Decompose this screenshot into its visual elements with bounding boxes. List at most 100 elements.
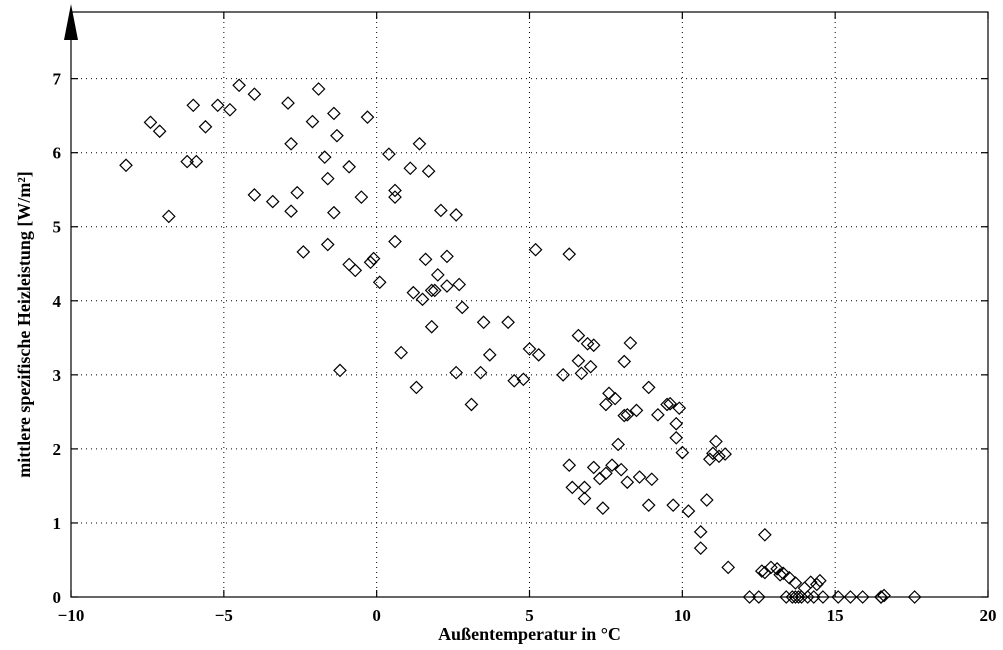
data-point: [608, 391, 622, 406]
y-axis-arrow-icon: [64, 4, 78, 40]
data-point: [317, 150, 332, 164]
data-point: [348, 263, 363, 278]
data-point: [751, 590, 766, 604]
data-point: [754, 564, 769, 578]
data-point: [693, 541, 708, 555]
x-tick-label: 0: [372, 606, 381, 625]
data-point: [675, 445, 690, 460]
data-point: [742, 590, 757, 604]
data-point: [773, 567, 787, 582]
data-point: [788, 590, 803, 604]
data-point: [843, 590, 858, 604]
data-point: [342, 257, 357, 272]
y-tick-label: 2: [53, 440, 62, 459]
data-point: [605, 458, 619, 473]
data-point: [770, 562, 784, 576]
data-point: [476, 315, 491, 330]
x-axis-label: Außentemperatur in °C: [438, 624, 621, 644]
data-point: [629, 403, 644, 418]
data-point: [232, 78, 246, 93]
data-point: [189, 154, 204, 169]
data-point: [161, 209, 176, 224]
data-point: [424, 319, 439, 334]
data-point: [706, 446, 720, 461]
data-point: [617, 408, 632, 423]
y-tick-label: 0: [53, 588, 62, 607]
data-point: [186, 98, 201, 113]
tick-marks: [70, 12, 989, 598]
data-point: [571, 328, 586, 343]
data-point: [363, 255, 378, 270]
data-point: [409, 380, 424, 395]
data-point: [712, 449, 726, 464]
data-point: [434, 203, 448, 218]
data-point: [522, 342, 537, 356]
data-point: [641, 380, 656, 395]
data-point: [641, 498, 656, 513]
data-point: [794, 590, 809, 604]
x-tick-label: 5: [525, 606, 534, 625]
data-point: [296, 245, 311, 259]
data-point: [265, 194, 280, 209]
data-point: [669, 416, 684, 431]
data-point: [449, 208, 463, 222]
data-point: [440, 279, 454, 293]
data-point: [366, 251, 381, 266]
data-point: [440, 249, 454, 264]
data-point: [599, 466, 613, 481]
data-point: [816, 590, 830, 604]
grid-lines: [71, 12, 988, 597]
y-tick-label: 7: [53, 70, 62, 89]
data-point: [632, 470, 647, 484]
data-point: [776, 566, 791, 581]
y-tick-label: 1: [53, 514, 62, 533]
data-point: [464, 397, 479, 412]
data-point: [403, 161, 418, 176]
x-tick-label: 15: [827, 606, 844, 625]
data-point: [210, 98, 225, 113]
data-point: [119, 158, 133, 173]
data-point: [758, 527, 772, 542]
data-point: [800, 590, 815, 604]
data-point: [412, 136, 427, 151]
data-point: [152, 124, 167, 139]
data-point: [565, 480, 580, 495]
data-point: [143, 115, 158, 130]
data-point: [699, 493, 714, 507]
data-point: [327, 106, 341, 121]
data-point: [806, 590, 821, 604]
data-point: [372, 275, 387, 290]
data-point: [855, 590, 870, 604]
data-point: [571, 353, 586, 368]
data-point: [418, 252, 433, 267]
data-point: [611, 437, 625, 452]
data-point: [290, 185, 305, 200]
y-tick-label: 3: [53, 366, 62, 385]
data-point: [284, 204, 298, 219]
data-point: [583, 359, 598, 374]
x-tick-label: 20: [980, 606, 997, 625]
data-point: [586, 460, 601, 475]
data-point: [388, 183, 402, 198]
data-point: [681, 504, 696, 518]
data-point: [620, 475, 635, 490]
data-point: [580, 336, 595, 351]
data-point: [617, 354, 632, 369]
data-point: [198, 119, 213, 134]
y-axis-label: mittlere spezifische Heizleistung [W/m²]: [14, 171, 34, 477]
x-tick-label: −5: [215, 606, 233, 625]
data-point: [709, 434, 723, 449]
data-point: [421, 164, 436, 179]
data-point: [327, 205, 341, 220]
data-point: [330, 128, 344, 143]
data-point: [599, 397, 613, 412]
data-point: [596, 501, 610, 515]
x-tick-label: −10: [58, 606, 85, 625]
data-point: [501, 315, 515, 330]
data-point: [586, 338, 601, 353]
data-point: [782, 570, 797, 585]
data-point: [180, 154, 195, 169]
data-point: [284, 136, 298, 151]
x-tick-label: 10: [674, 606, 691, 625]
